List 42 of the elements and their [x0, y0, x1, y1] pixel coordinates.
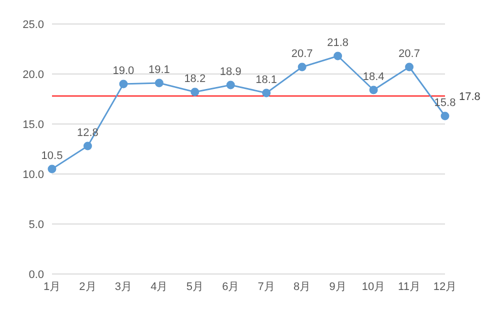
y-tick-label: 20.0 [22, 68, 44, 81]
data-label: 19.0 [112, 65, 134, 77]
y-tick-label: 5.0 [28, 218, 44, 231]
point [154, 78, 164, 88]
y-tick-label: 25.0 [22, 18, 44, 31]
data-label: 10.5 [41, 150, 63, 162]
x-tick-label: 10月 [362, 280, 386, 293]
point [83, 142, 92, 150]
data-label: 19.1 [148, 64, 170, 76]
point [440, 112, 450, 120]
point [298, 62, 306, 72]
point [334, 52, 342, 60]
point [226, 80, 235, 90]
data-label: 21.8 [327, 37, 349, 49]
x-tick-label: 3月 [114, 280, 132, 293]
data-label: 18.2 [184, 73, 206, 85]
point [405, 62, 414, 72]
x-tick-label: 12月 [433, 280, 457, 293]
data-label: 18.9 [220, 66, 242, 78]
ref-line-label: 17.8 [459, 90, 480, 103]
x-tick-label: 1月 [43, 280, 61, 293]
data-label: 18.4 [362, 71, 384, 83]
x-tick-label: 4月 [150, 280, 168, 293]
x-tick-label: 6月 [222, 280, 240, 293]
x-tick-label: 7月 [258, 280, 275, 293]
y-tick-label: 10.0 [22, 168, 44, 181]
x-tick-label: 8月 [294, 280, 311, 293]
data-label: 18.1 [256, 74, 278, 86]
y-tick-label: 0.0 [28, 268, 44, 281]
point [369, 86, 378, 94]
x-tick-label: 9月 [329, 280, 346, 293]
point [190, 88, 200, 96]
point [262, 88, 271, 98]
x-tick-label: 11月 [398, 280, 420, 293]
point [48, 164, 56, 174]
point [119, 80, 128, 88]
y-tick-label: 15.0 [22, 118, 44, 131]
data-label: 20.7 [398, 48, 420, 60]
x-tick-label: 5月 [186, 280, 204, 293]
data-label: 20.7 [291, 48, 313, 60]
x-tick-label: 2月 [79, 280, 96, 293]
data-label: 15.8 [434, 97, 456, 109]
